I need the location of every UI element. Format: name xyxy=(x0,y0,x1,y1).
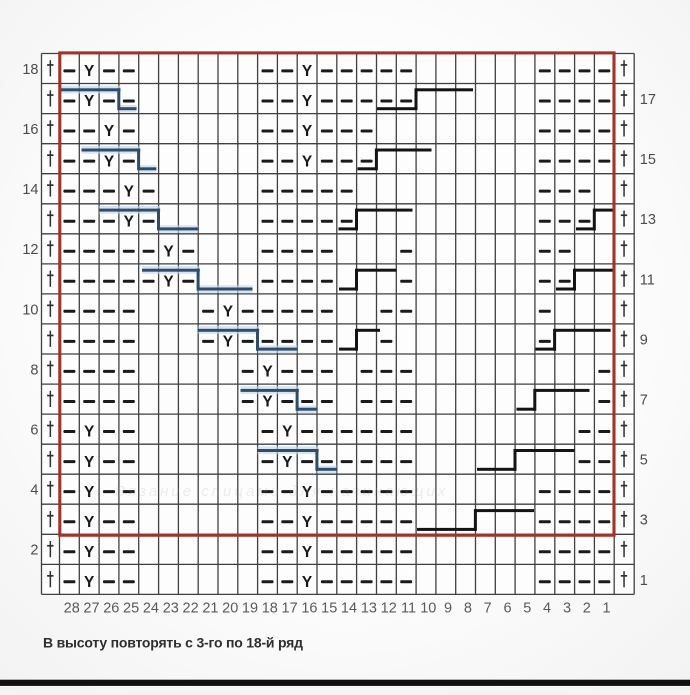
svg-text:10: 10 xyxy=(420,601,436,617)
svg-text:Y: Y xyxy=(84,63,95,80)
svg-text:17: 17 xyxy=(640,92,656,108)
svg-text:Y: Y xyxy=(302,484,313,501)
svg-text:11: 11 xyxy=(401,601,416,617)
svg-text:7: 7 xyxy=(484,601,492,617)
svg-text:В высоту повторять с 3-го по 1: В высоту повторять с 3-го по 18-й ряд xyxy=(43,635,303,651)
svg-text:16: 16 xyxy=(22,122,38,138)
svg-text:6: 6 xyxy=(503,601,511,617)
svg-text:18: 18 xyxy=(262,601,278,617)
svg-text:24: 24 xyxy=(143,601,159,617)
svg-text:8: 8 xyxy=(30,362,38,378)
svg-text:3: 3 xyxy=(640,513,648,529)
svg-text:12: 12 xyxy=(381,601,397,617)
svg-text:Y: Y xyxy=(104,153,115,170)
svg-text:10: 10 xyxy=(22,302,38,318)
svg-text:13: 13 xyxy=(640,212,656,228)
svg-text:1: 1 xyxy=(640,573,648,589)
svg-text:19: 19 xyxy=(242,601,258,617)
svg-text:27: 27 xyxy=(83,601,99,617)
svg-text:3: 3 xyxy=(563,601,571,617)
svg-text:9: 9 xyxy=(640,332,648,348)
svg-text:1: 1 xyxy=(603,601,611,617)
svg-text:4: 4 xyxy=(30,483,38,499)
svg-text:18: 18 xyxy=(22,62,38,78)
svg-text:28: 28 xyxy=(64,601,80,617)
svg-text:5: 5 xyxy=(523,601,531,617)
svg-text:14: 14 xyxy=(22,182,38,198)
svg-text:4: 4 xyxy=(543,601,551,617)
svg-text:Y: Y xyxy=(223,334,234,351)
svg-text:Y: Y xyxy=(84,424,95,441)
svg-text:23: 23 xyxy=(163,601,179,617)
svg-text:Y: Y xyxy=(282,424,293,441)
svg-text:Y: Y xyxy=(223,304,234,321)
svg-text:15: 15 xyxy=(321,601,337,617)
svg-text:11: 11 xyxy=(640,272,655,288)
svg-text:2: 2 xyxy=(583,601,591,617)
svg-text:2: 2 xyxy=(30,543,38,559)
svg-text:25: 25 xyxy=(123,601,139,617)
svg-text:Вязание спицами для начинающих: Вязание спицами для начинающих xyxy=(115,483,448,500)
svg-text:Y: Y xyxy=(302,574,313,591)
svg-text:21: 21 xyxy=(202,601,218,617)
svg-text:Y: Y xyxy=(282,454,293,471)
svg-text:Y: Y xyxy=(302,63,313,80)
svg-text:15: 15 xyxy=(640,152,656,168)
svg-text:20: 20 xyxy=(222,601,238,617)
svg-text:Y: Y xyxy=(84,484,95,501)
svg-text:5: 5 xyxy=(640,453,648,469)
svg-text:Y: Y xyxy=(163,274,174,291)
svg-text:Y: Y xyxy=(302,514,313,531)
svg-text:17: 17 xyxy=(282,601,298,617)
svg-text:16: 16 xyxy=(301,601,317,617)
svg-text:Y: Y xyxy=(124,183,135,200)
svg-text:Y: Y xyxy=(104,123,115,140)
svg-text:13: 13 xyxy=(361,601,377,617)
svg-text:9: 9 xyxy=(444,601,452,617)
svg-text:7: 7 xyxy=(640,393,648,409)
svg-text:Y: Y xyxy=(262,364,273,381)
svg-text:Y: Y xyxy=(302,123,313,140)
svg-text:Y: Y xyxy=(84,574,95,591)
svg-text:Y: Y xyxy=(84,93,95,110)
svg-text:Y: Y xyxy=(163,243,174,260)
svg-text:Y: Y xyxy=(124,213,135,230)
svg-text:26: 26 xyxy=(103,601,119,617)
svg-text:22: 22 xyxy=(183,601,199,617)
svg-text:Y: Y xyxy=(302,153,313,170)
svg-text:Y: Y xyxy=(84,514,95,531)
svg-text:Y: Y xyxy=(302,93,313,110)
svg-text:Y: Y xyxy=(262,394,273,411)
svg-text:Y: Y xyxy=(84,544,95,561)
svg-text:14: 14 xyxy=(341,601,357,617)
svg-text:Y: Y xyxy=(84,454,95,471)
svg-text:6: 6 xyxy=(30,423,38,439)
svg-text:8: 8 xyxy=(464,601,472,617)
svg-text:12: 12 xyxy=(22,242,38,258)
svg-text:Y: Y xyxy=(302,544,313,561)
